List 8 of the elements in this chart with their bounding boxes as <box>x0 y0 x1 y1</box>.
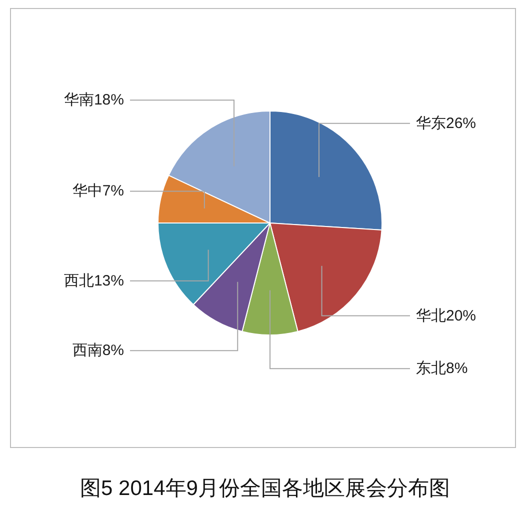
slice-label: 华南18% <box>64 92 124 109</box>
slice-label: 西北13% <box>64 272 124 290</box>
slice-label: 华东26% <box>416 114 476 132</box>
text: 图5 2014年9月份全国各地区展会分布图 <box>79 476 451 502</box>
slice-label: 西南8% <box>72 342 124 360</box>
slice-label: 东北8% <box>416 360 468 378</box>
slice-label: 华北20% <box>416 307 476 324</box>
slice-label: 华中7% <box>72 182 124 200</box>
